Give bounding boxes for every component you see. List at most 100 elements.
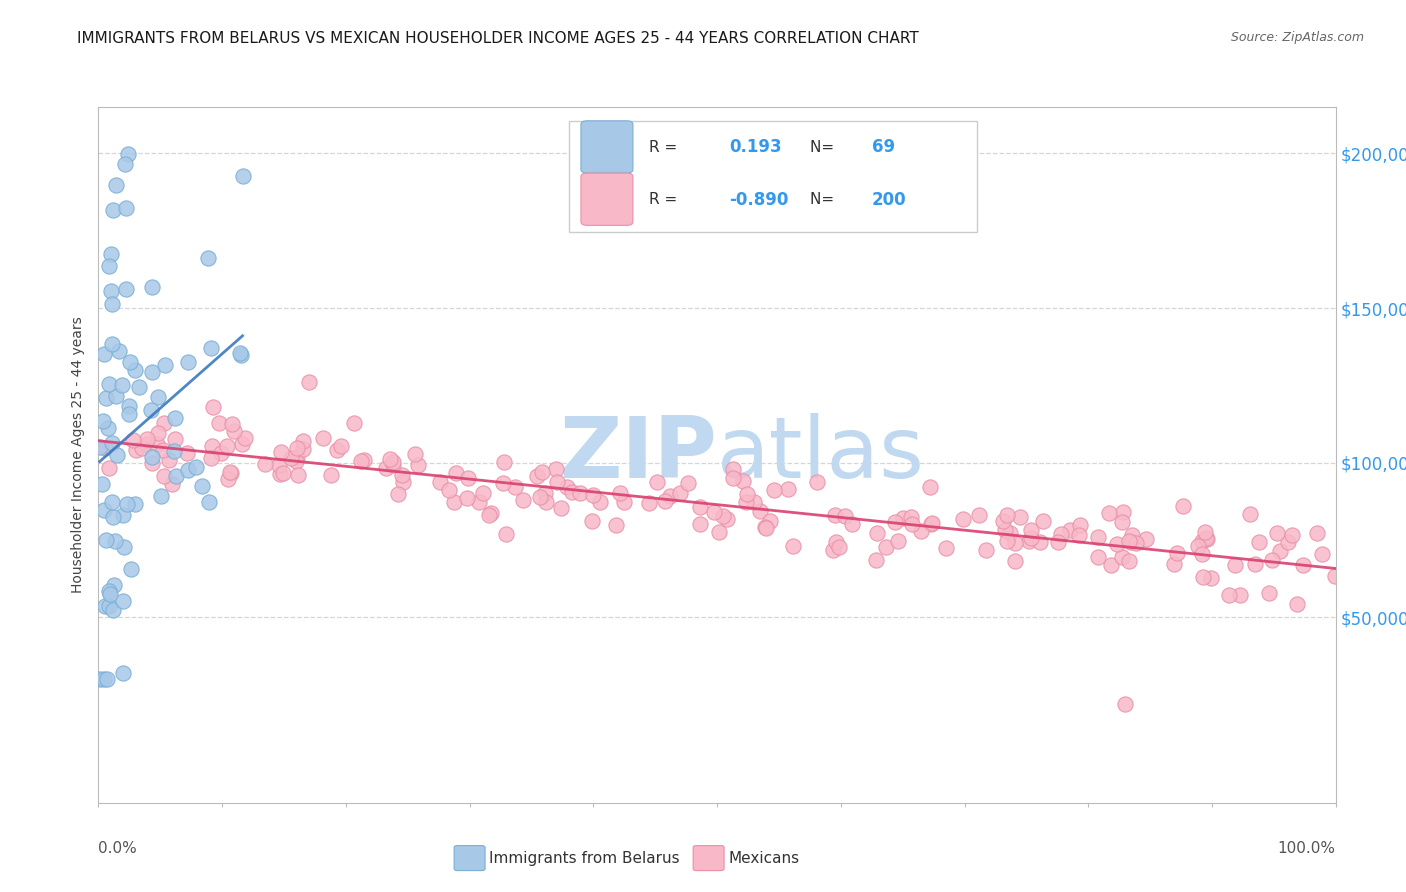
Point <box>329 439 352 453</box>
Point <box>689 500 711 514</box>
Point <box>776 482 799 496</box>
Point <box>569 486 592 500</box>
FancyBboxPatch shape <box>581 120 633 173</box>
Point <box>287 441 309 455</box>
Point <box>218 465 240 479</box>
Text: 69: 69 <box>872 138 894 156</box>
Point <box>232 169 254 184</box>
Point <box>287 468 309 483</box>
Point <box>676 475 699 490</box>
Point <box>93 672 115 686</box>
Point <box>1166 546 1188 560</box>
Text: atlas: atlas <box>717 413 925 497</box>
Point <box>231 348 253 362</box>
Point <box>887 533 910 548</box>
Point <box>1050 527 1073 541</box>
Point <box>468 495 491 509</box>
Point <box>735 494 758 508</box>
Point <box>645 475 668 490</box>
Text: 100.0%: 100.0% <box>1278 841 1336 856</box>
Text: 200: 200 <box>872 191 907 209</box>
Point <box>186 460 208 475</box>
Point <box>1098 506 1121 520</box>
Point <box>1229 589 1251 603</box>
Point <box>1191 547 1213 561</box>
Text: Immigrants from Belarus: Immigrants from Belarus <box>489 851 681 865</box>
Point <box>1270 544 1292 558</box>
Point <box>319 468 342 483</box>
Point <box>103 578 125 592</box>
Point <box>561 485 583 500</box>
Point <box>98 587 121 601</box>
Point <box>103 510 125 524</box>
Point <box>128 380 150 394</box>
Point <box>456 491 478 505</box>
Point <box>721 471 744 485</box>
Point <box>891 511 914 525</box>
Point <box>118 355 141 369</box>
Point <box>659 489 682 503</box>
Point <box>177 355 200 369</box>
Text: ZIP: ZIP <box>560 413 717 497</box>
Text: 0.193: 0.193 <box>730 138 782 156</box>
Point <box>1119 535 1142 549</box>
Point <box>100 247 122 261</box>
Point <box>160 477 183 491</box>
Point <box>101 203 124 218</box>
Point <box>550 500 572 515</box>
Point <box>709 524 731 539</box>
Point <box>1018 534 1040 549</box>
Point <box>165 469 187 483</box>
Point <box>292 434 315 448</box>
Point <box>1292 558 1315 573</box>
Point <box>93 502 115 516</box>
Point <box>1004 536 1026 550</box>
Point <box>115 497 138 511</box>
Point <box>131 441 153 455</box>
Point <box>298 376 321 390</box>
Point <box>98 599 121 613</box>
Point <box>90 477 112 491</box>
Point <box>101 297 124 311</box>
Point <box>112 541 135 555</box>
Point <box>136 436 159 450</box>
Point <box>146 425 169 440</box>
Point <box>530 465 553 479</box>
Point <box>267 458 290 472</box>
Point <box>125 443 148 458</box>
Point <box>1195 532 1218 546</box>
Point <box>343 416 366 430</box>
Point <box>1135 532 1157 546</box>
Point <box>392 475 415 489</box>
Point <box>723 462 745 476</box>
Point <box>446 467 468 481</box>
Point <box>190 479 212 493</box>
Point <box>404 447 426 461</box>
Point <box>755 520 778 534</box>
Point <box>177 462 200 476</box>
Point <box>124 497 146 511</box>
Point <box>201 439 224 453</box>
Point <box>1171 499 1194 513</box>
Point <box>544 462 567 476</box>
Point <box>1004 554 1026 568</box>
Point <box>165 411 187 425</box>
Point <box>115 282 138 296</box>
Point <box>749 504 772 518</box>
Point <box>208 416 231 430</box>
Point <box>533 485 555 500</box>
Point <box>104 533 127 548</box>
Point <box>529 491 551 505</box>
Point <box>269 467 291 481</box>
Point <box>994 523 1017 537</box>
Point <box>1218 588 1240 602</box>
Point <box>1021 532 1043 546</box>
Point <box>325 442 347 457</box>
Point <box>589 494 612 508</box>
Text: N=: N= <box>810 140 839 154</box>
Point <box>100 284 122 298</box>
Text: Mexicans: Mexicans <box>728 851 800 865</box>
Point <box>637 496 659 510</box>
Point <box>145 437 167 451</box>
Point <box>122 433 145 447</box>
